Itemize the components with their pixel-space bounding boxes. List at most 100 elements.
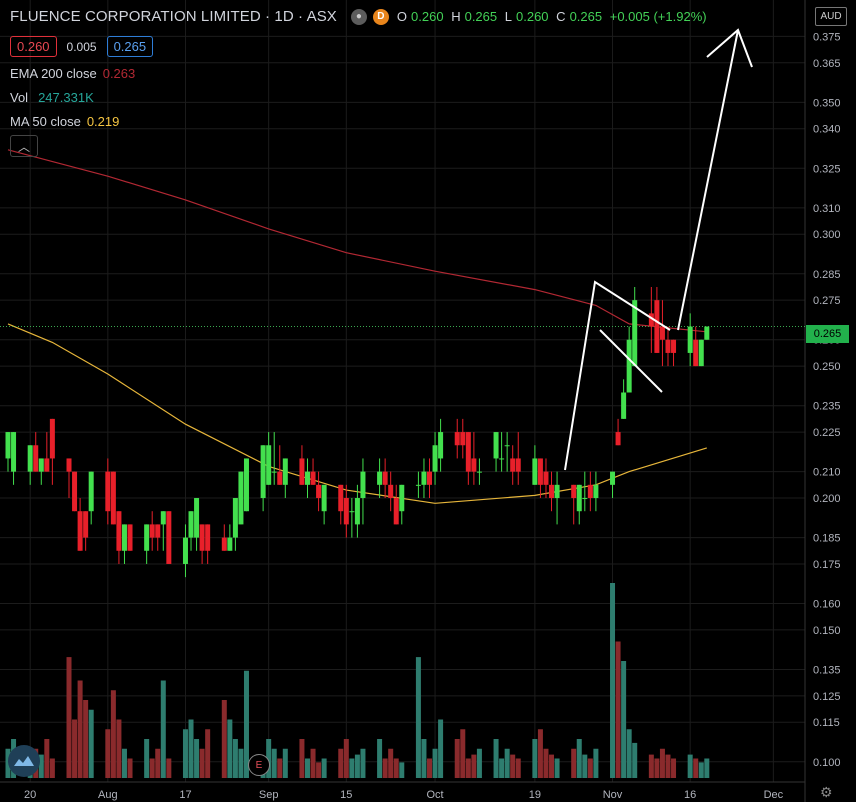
price-tick-label: 0.100 <box>813 757 841 769</box>
volume-bar <box>554 758 560 778</box>
candle-body <box>205 524 211 551</box>
volume-bar <box>421 739 427 778</box>
market-status-icon: ● <box>350 8 367 25</box>
candle-body <box>610 471 616 485</box>
candle-body <box>432 445 438 472</box>
candle-body <box>687 326 693 353</box>
candle-body <box>704 326 710 340</box>
volume-bar <box>659 748 665 778</box>
flag-upper-trendline <box>564 280 671 471</box>
symbol-title[interactable]: FLUENCE CORPORATION LIMITED · 1D · ASX <box>10 8 337 25</box>
candle-body <box>182 537 188 564</box>
price-tick-label: 0.175 <box>813 559 841 571</box>
candle-body <box>110 471 116 525</box>
candle-body <box>77 511 83 551</box>
candle-body <box>460 432 466 446</box>
candle-body <box>665 339 671 353</box>
indicator-ma[interactable]: MA 50 close 0.219 <box>10 114 119 129</box>
candle-body <box>338 484 344 512</box>
price-tick-label: 0.135 <box>813 664 841 676</box>
volume-bar <box>532 739 538 778</box>
volume-bar <box>83 700 89 778</box>
flag-lower-trendline <box>599 329 663 393</box>
candle-body <box>127 524 133 551</box>
candle-body <box>698 339 704 367</box>
collapse-legend-button[interactable]: ︿ <box>10 135 38 157</box>
price-tick-label: 0.150 <box>813 625 841 637</box>
sell-button[interactable]: 0.260 <box>10 36 57 57</box>
volume-bar <box>38 754 44 778</box>
volume-bar <box>321 758 327 778</box>
volume-bar <box>626 729 632 778</box>
price-tick-label: 0.210 <box>813 467 841 479</box>
volume-bar <box>377 739 383 778</box>
volume-bar <box>155 748 161 778</box>
volume-bar <box>127 758 133 778</box>
candle-body <box>493 432 499 459</box>
time-tick-label: 20 <box>24 789 36 801</box>
delayed-data-badge[interactable]: D <box>372 8 389 25</box>
price-tick-label: 0.365 <box>813 58 841 70</box>
candle-body <box>571 484 577 499</box>
volume-bar <box>199 748 205 778</box>
candle-body <box>632 300 638 367</box>
candle-body <box>38 458 44 472</box>
candle-body <box>194 498 200 538</box>
candle-body <box>277 471 283 485</box>
gear-icon[interactable]: ⚙ <box>820 784 833 800</box>
volume-bar <box>282 748 288 778</box>
time-tick-label: Nov <box>603 789 623 801</box>
volume-bar <box>277 758 283 778</box>
volume-bar <box>593 748 599 778</box>
volume-bar <box>88 709 94 778</box>
candle-body <box>221 537 227 551</box>
price-tick-label: 0.250 <box>813 361 841 373</box>
volume-bar <box>415 657 421 778</box>
candle-body <box>360 471 366 499</box>
volume-bar <box>454 739 460 778</box>
candle-body <box>532 458 538 485</box>
indicator-volume[interactable]: Vol 247.331K <box>10 90 94 105</box>
volume-bar <box>238 748 244 778</box>
candle-body <box>155 524 161 538</box>
volume-bar <box>110 690 116 778</box>
candle-body <box>427 471 433 485</box>
price-tick-label: 0.115 <box>813 717 840 729</box>
price-tick-label: 0.340 <box>813 124 841 136</box>
candle-body <box>615 432 621 446</box>
indicator-ema[interactable]: EMA 200 close 0.263 <box>10 66 135 81</box>
price-tick-label: 0.235 <box>813 401 841 413</box>
candle-body <box>232 498 238 538</box>
candle-body <box>88 471 94 512</box>
currency-label[interactable]: AUD <box>815 7 847 26</box>
ohlc-readout: O 0.260 H 0.265 L 0.260 C 0.265 +0.005 (+1.9… <box>396 9 707 24</box>
buy-button[interactable]: 0.265 <box>106 36 154 57</box>
volume-bar <box>549 754 555 778</box>
volume-bar <box>166 758 172 778</box>
volume-bar <box>399 762 405 778</box>
volume-bar <box>121 748 127 778</box>
candle-body <box>582 498 588 500</box>
volume-bar <box>471 754 477 778</box>
price-tick-label: 0.350 <box>813 97 841 109</box>
volume-bar <box>349 758 355 778</box>
volume-bar <box>499 758 505 778</box>
time-tick-label: 19 <box>529 789 541 801</box>
volume-bar <box>388 748 394 778</box>
candle-body <box>199 524 205 551</box>
candle-body <box>671 339 677 353</box>
candle-body <box>166 511 172 564</box>
candle-body <box>105 471 111 512</box>
candle-body <box>121 524 127 551</box>
volume-bar <box>504 748 510 778</box>
candle-body <box>260 445 266 499</box>
volume-bar <box>610 583 616 778</box>
volume-bar <box>693 758 699 778</box>
candle-body <box>27 445 33 472</box>
earnings-marker[interactable]: E <box>248 754 270 776</box>
volume-bar <box>360 748 366 778</box>
tradingview-logo-icon[interactable] <box>8 745 40 777</box>
price-tick-label: 0.200 <box>813 493 841 505</box>
candle-body <box>510 458 516 472</box>
